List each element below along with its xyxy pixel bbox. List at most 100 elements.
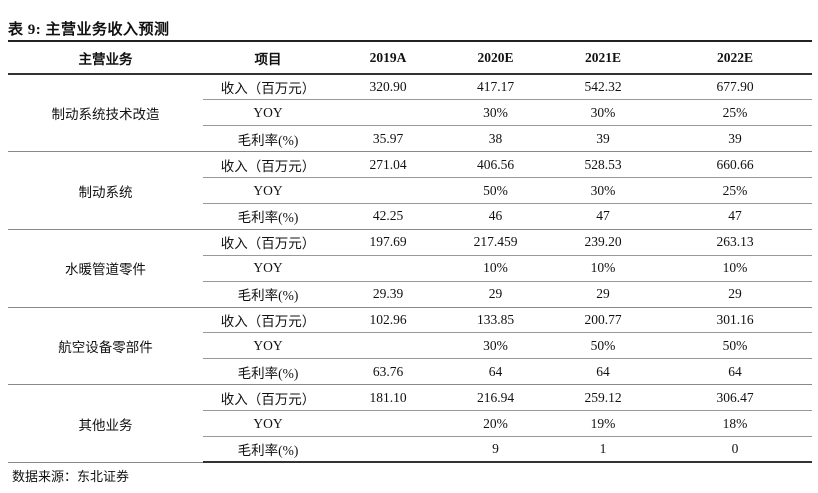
business-name: 其他业务 — [8, 384, 203, 463]
value-cell: 50% — [548, 332, 658, 360]
item-label: 毛利率(%) — [203, 358, 333, 386]
table-row: YOY 30% 30% 25% — [8, 99, 812, 127]
business-name: 航空设备零部件 — [8, 307, 203, 386]
value-cell: 102.96 — [333, 307, 443, 334]
value-cell — [333, 332, 443, 360]
item-label: YOY — [203, 410, 333, 437]
value-cell: 181.10 — [333, 384, 443, 412]
value-cell: 42.25 — [333, 203, 443, 230]
value-cell: 10% — [658, 255, 812, 282]
table-row: 航空设备零部件 收入（百万元） 102.96 133.85 200.77 301.16 — [8, 307, 812, 386]
item-label: 毛利率(%) — [203, 281, 333, 308]
value-cell: 18% — [658, 410, 812, 437]
value-cell: 320.90 — [333, 74, 443, 101]
item-label: 收入（百万元） — [203, 229, 333, 256]
value-cell: 259.12 — [548, 384, 658, 412]
table-row: 毛利率(%) 63.76 64 64 64 — [8, 358, 812, 386]
table-row: YOY 50% 30% 25% — [8, 177, 812, 204]
header-2020e: 2020E — [443, 40, 548, 75]
value-cell: 10% — [548, 255, 658, 282]
header-row: 主营业务 项目 2019A 2020E 2021E 2022E — [8, 40, 812, 75]
value-cell: 301.16 — [658, 307, 812, 334]
value-cell: 64 — [548, 358, 658, 386]
header-business: 主营业务 — [8, 40, 203, 75]
value-cell: 20% — [443, 410, 548, 437]
value-cell: 306.47 — [658, 384, 812, 412]
business-name: 制动系统 — [8, 151, 203, 230]
item-label: 收入（百万元） — [203, 384, 333, 412]
value-cell: 29 — [658, 281, 812, 308]
revenue-forecast-table: 主营业务 项目 2019A 2020E 2021E 2022E 制动系统技术改造… — [8, 40, 812, 464]
table-row: YOY 20% 19% 18% — [8, 410, 812, 437]
value-cell: 30% — [443, 332, 548, 360]
value-cell — [333, 410, 443, 437]
value-cell — [333, 99, 443, 127]
value-cell: 406.56 — [443, 151, 548, 179]
value-cell: 47 — [548, 203, 658, 230]
value-cell: 38 — [443, 125, 548, 153]
item-label: 收入（百万元） — [203, 307, 333, 334]
value-cell: 64 — [443, 358, 548, 386]
value-cell — [333, 177, 443, 204]
value-cell: 263.13 — [658, 229, 812, 256]
value-cell: 46 — [443, 203, 548, 230]
value-cell: 417.17 — [443, 74, 548, 101]
table-row: YOY 30% 50% 50% — [8, 332, 812, 360]
value-cell: 677.90 — [658, 74, 812, 101]
business-name: 制动系统技术改造 — [8, 74, 203, 153]
value-cell: 1 — [548, 436, 658, 464]
item-label: 收入（百万元） — [203, 151, 333, 179]
value-cell: 30% — [548, 99, 658, 127]
header-2021e: 2021E — [548, 40, 658, 75]
value-cell: 197.69 — [333, 229, 443, 256]
header-item: 项目 — [203, 40, 333, 75]
value-cell: 64 — [658, 358, 812, 386]
item-label: YOY — [203, 332, 333, 360]
item-label: 收入（百万元） — [203, 74, 333, 101]
table-row: 毛利率(%) 9 1 0 — [8, 436, 812, 464]
table-row: YOY 10% 10% 10% — [8, 255, 812, 282]
table-row: 制动系统 收入（百万元） 271.04 406.56 528.53 660.66 — [8, 151, 812, 230]
table-row: 制动系统技术改造 收入（百万元） 320.90 417.17 542.32 677.90 — [8, 74, 812, 153]
value-cell: 133.85 — [443, 307, 548, 334]
item-label: YOY — [203, 177, 333, 204]
value-cell: 29.39 — [333, 281, 443, 308]
value-cell: 50% — [658, 332, 812, 360]
value-cell: 216.94 — [443, 384, 548, 412]
value-cell: 19% — [548, 410, 658, 437]
table-title: 表 9: 主营业务收入预测 — [8, 22, 170, 38]
value-cell: 239.20 — [548, 229, 658, 256]
item-label: 毛利率(%) — [203, 436, 333, 464]
header-2019a: 2019A — [333, 40, 443, 75]
value-cell: 25% — [658, 177, 812, 204]
value-cell — [333, 436, 443, 464]
value-cell: 50% — [443, 177, 548, 204]
value-cell: 542.32 — [548, 74, 658, 101]
table-row: 其他业务 收入（百万元） 181.10 216.94 259.12 306.47 — [8, 384, 812, 463]
table-row: 水暖管道零件 收入（百万元） 197.69 217.459 239.20 263.13 — [8, 229, 812, 308]
value-cell: 29 — [548, 281, 658, 308]
value-cell: 29 — [443, 281, 548, 308]
value-cell: 30% — [443, 99, 548, 127]
item-label: 毛利率(%) — [203, 203, 333, 230]
value-cell: 39 — [548, 125, 658, 153]
item-label: YOY — [203, 255, 333, 282]
value-cell: 63.76 — [333, 358, 443, 386]
header-2022e: 2022E — [658, 40, 812, 75]
item-label: 毛利率(%) — [203, 125, 333, 153]
value-cell: 25% — [658, 99, 812, 127]
value-cell: 10% — [443, 255, 548, 282]
source-note: 数据来源：东北证券 — [12, 469, 130, 484]
value-cell: 200.77 — [548, 307, 658, 334]
value-cell — [333, 255, 443, 282]
value-cell: 528.53 — [548, 151, 658, 179]
value-cell: 217.459 — [443, 229, 548, 256]
value-cell: 271.04 — [333, 151, 443, 179]
value-cell: 9 — [443, 436, 548, 464]
value-cell: 0 — [658, 436, 812, 464]
table-row: 毛利率(%) 35.97 38 39 39 — [8, 125, 812, 153]
value-cell: 35.97 — [333, 125, 443, 153]
item-label: YOY — [203, 99, 333, 127]
business-name: 水暖管道零件 — [8, 229, 203, 308]
value-cell: 660.66 — [658, 151, 812, 179]
